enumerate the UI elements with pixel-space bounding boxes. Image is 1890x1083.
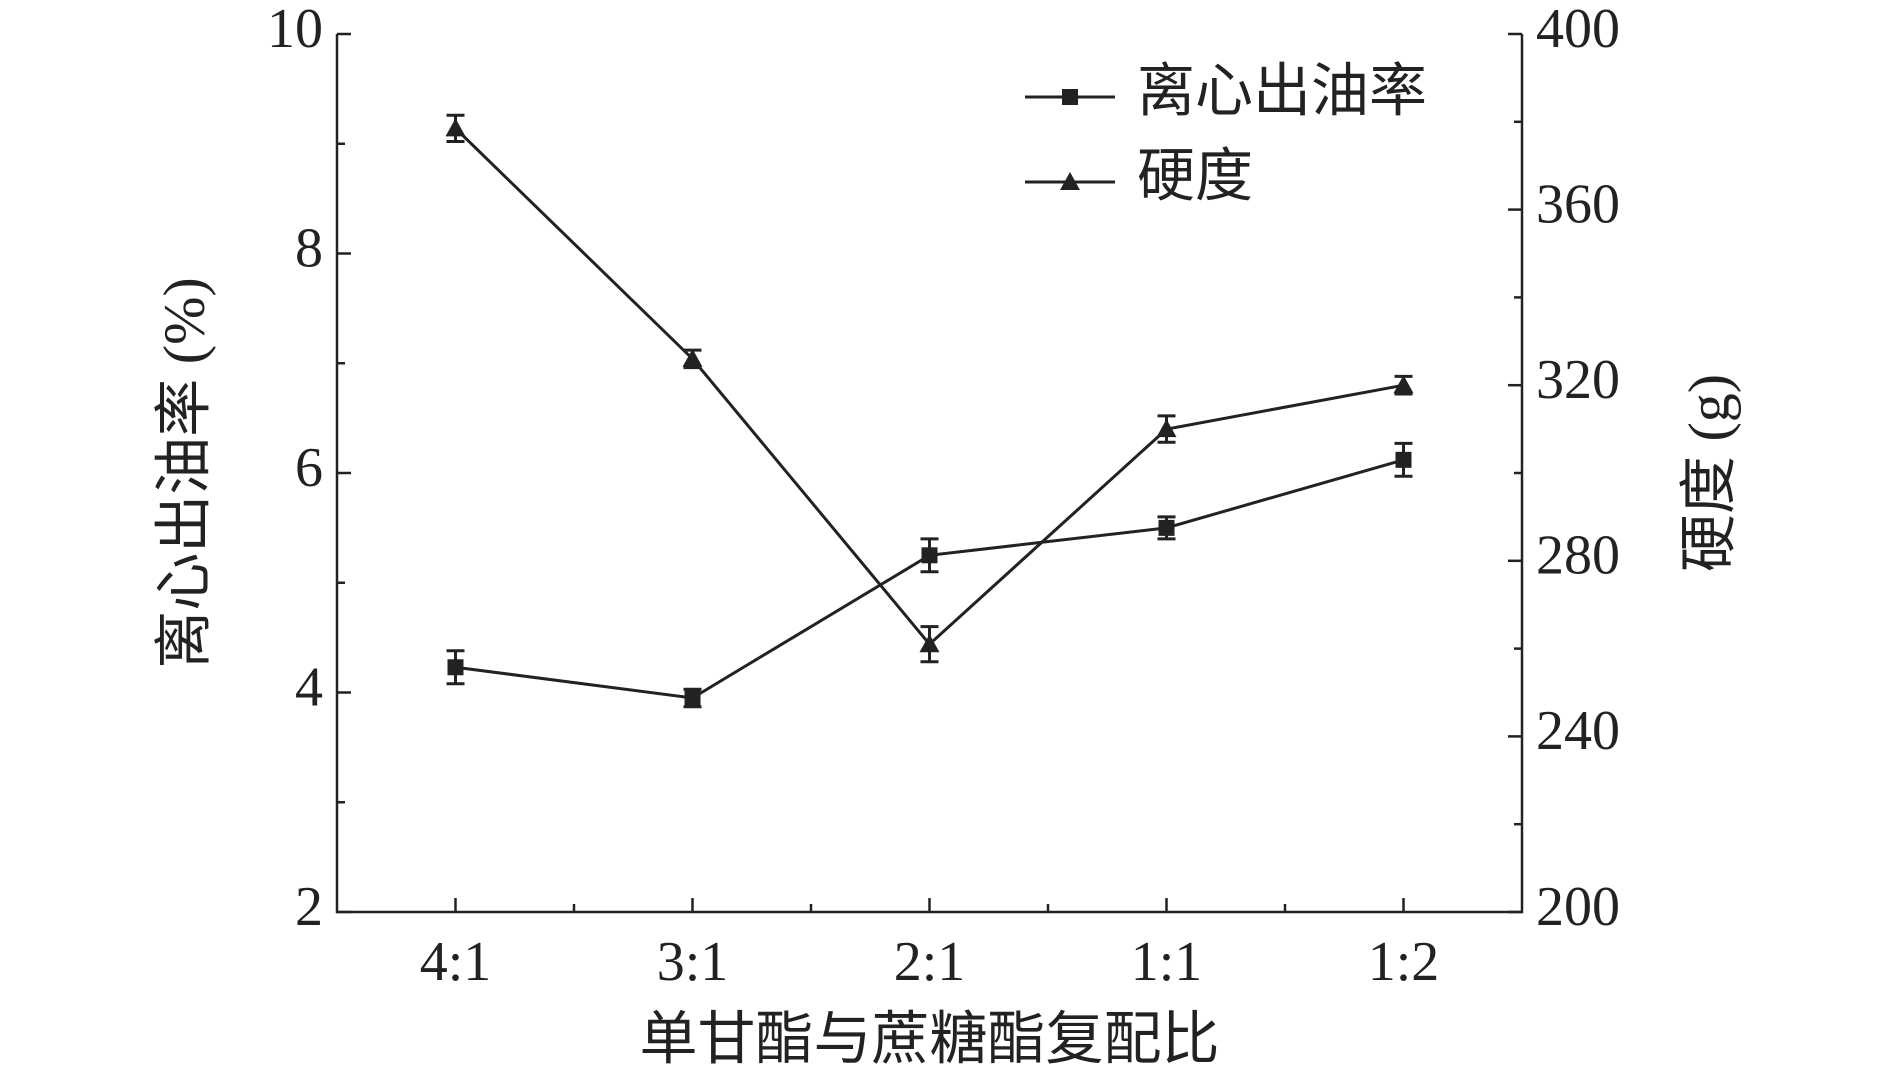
y-tick-label: 8 xyxy=(295,217,323,279)
marker xyxy=(445,118,466,137)
x-tick-label: 3:1 xyxy=(657,931,729,993)
x-tick-label: 1:1 xyxy=(1131,931,1203,993)
marker xyxy=(921,547,938,564)
marker xyxy=(1060,172,1080,190)
marker xyxy=(1393,375,1414,394)
marker xyxy=(684,689,701,706)
legend-label: 硬度 xyxy=(1137,143,1253,208)
y2-tick-label: 200 xyxy=(1536,876,1620,938)
y2-tick-label: 240 xyxy=(1536,700,1620,762)
x-tick-label: 4:1 xyxy=(420,931,492,993)
x-tick-label: 2:1 xyxy=(894,931,966,993)
legend-label: 离心出油率 xyxy=(1137,58,1427,123)
y2-tick-label: 280 xyxy=(1536,525,1620,587)
y2-tick-label: 360 xyxy=(1536,173,1620,235)
marker xyxy=(919,634,940,653)
y-axis-title: 离心出油率 (%) xyxy=(151,277,216,668)
x-tick-label: 1:2 xyxy=(1368,931,1440,993)
marker xyxy=(1156,419,1177,438)
axis-frame xyxy=(335,34,1524,914)
marker xyxy=(1062,89,1078,105)
y2-tick-label: 400 xyxy=(1536,0,1620,60)
marker xyxy=(1158,519,1175,536)
y-tick-label: 10 xyxy=(267,0,323,60)
y-tick-label: 2 xyxy=(295,876,323,938)
y-tick-label: 4 xyxy=(295,656,323,718)
marker xyxy=(682,348,703,367)
marker xyxy=(1395,451,1412,468)
marker xyxy=(447,659,464,676)
y2-axis-title: 硬度 (g) xyxy=(1676,374,1741,572)
y2-tick-label: 320 xyxy=(1536,349,1620,411)
y-tick-label: 6 xyxy=(295,437,323,499)
x-axis-title: 单甘酯与蔗糖酯复配比 xyxy=(639,1006,1219,1071)
